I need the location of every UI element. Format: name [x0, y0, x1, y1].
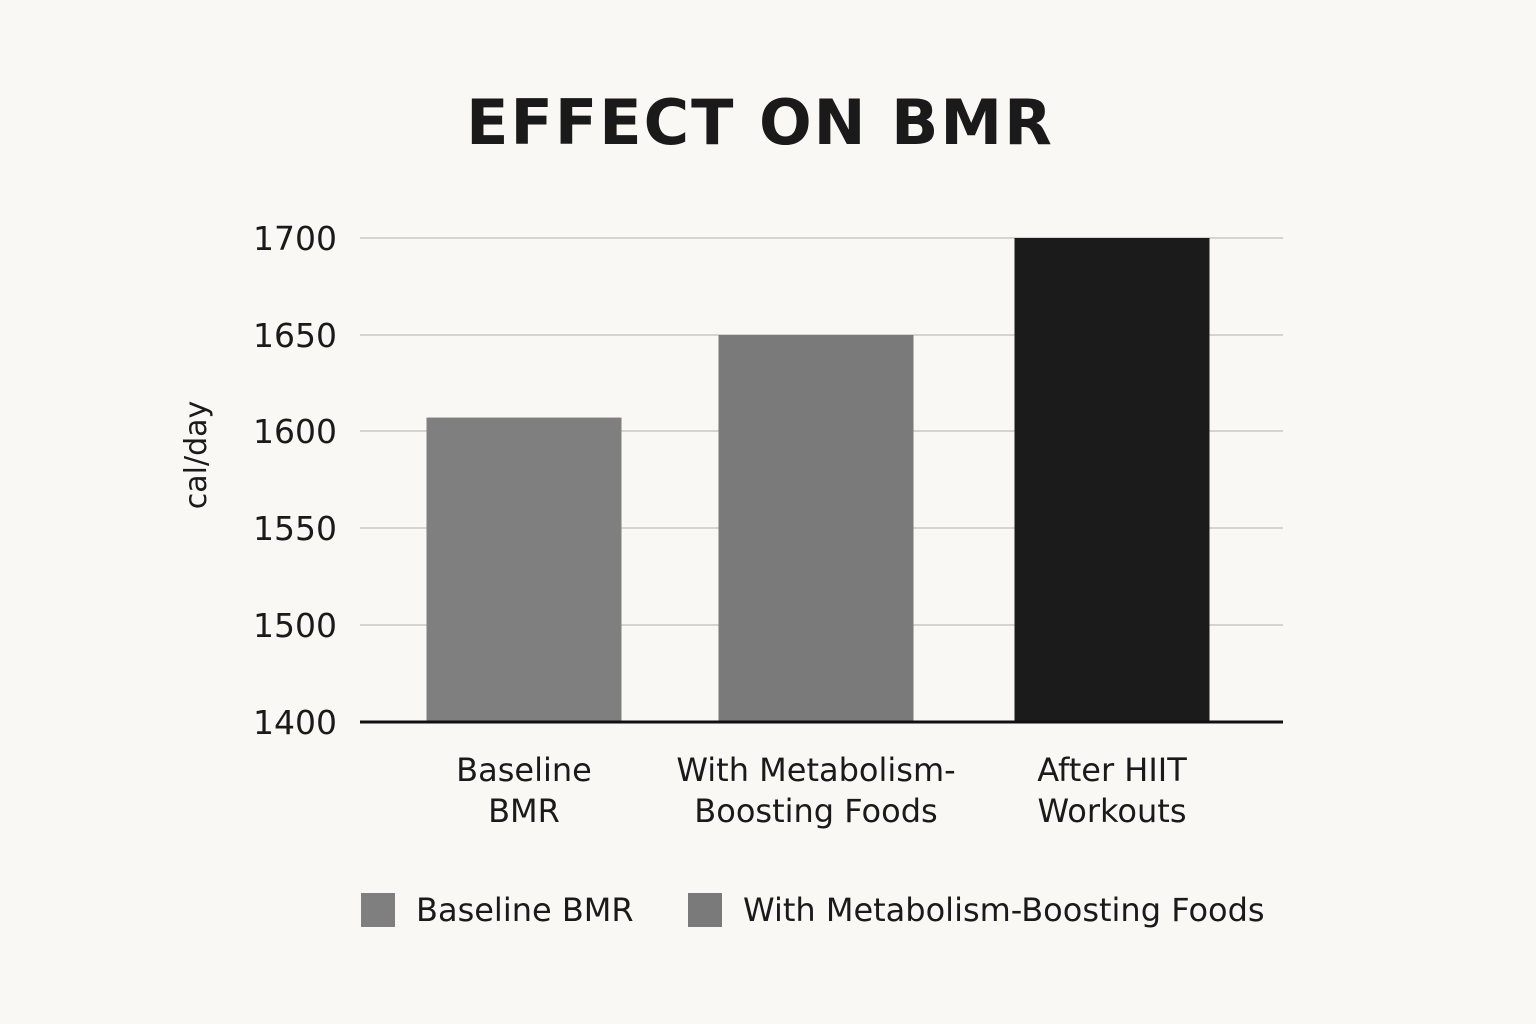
x-category-label: With Metabolism-Boosting Foods — [676, 751, 955, 830]
y-tick-label: 1600 — [253, 412, 337, 451]
bar — [1014, 238, 1210, 722]
bars — [426, 238, 1210, 722]
y-tick-label: 1700 — [253, 219, 337, 258]
x-category-label: After HIIT Workouts — [1037, 751, 1187, 830]
y-axis-title: cal/day — [179, 401, 214, 510]
bar — [718, 335, 914, 722]
y-tick-label: 1500 — [253, 606, 337, 645]
y-tick-label: 1400 — [253, 703, 337, 742]
legend-swatch — [361, 893, 395, 927]
bar — [426, 417, 622, 722]
x-category-labels: Baseline BMR With Metabolism-Boosting Food… — [456, 751, 1187, 830]
legend-swatch — [688, 893, 722, 927]
x-category-label: Baseline BMR — [456, 751, 592, 830]
legend-label: With Metabolism-Boosting Foods — [743, 891, 1265, 929]
legend: Baseline BMR With Metabolism-Boosting Foo… — [361, 891, 1265, 929]
y-tick-label: 1650 — [253, 316, 337, 355]
y-tick-label: 1550 — [253, 509, 337, 548]
y-tick-labels: 1400 1500 1550 1600 1650 1700 — [253, 219, 337, 742]
chart-title: EFFECT ON BMR — [466, 86, 1054, 159]
legend-label: Baseline BMR — [416, 891, 634, 929]
